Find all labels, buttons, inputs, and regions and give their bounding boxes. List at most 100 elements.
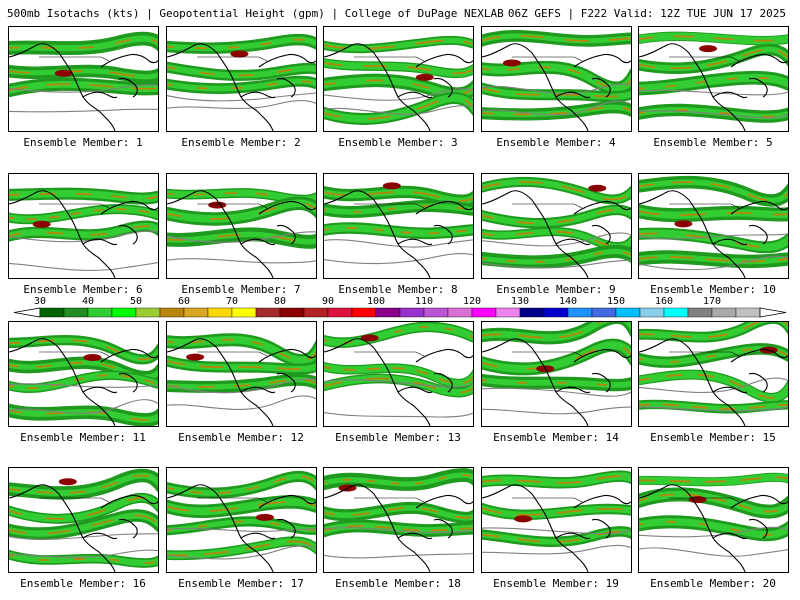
colorbar-tick: 110 xyxy=(414,296,434,307)
colorbar-tick: 80 xyxy=(273,296,287,307)
jet-core xyxy=(324,39,473,50)
colorbar-swatch xyxy=(183,307,209,318)
jet-band xyxy=(9,494,158,523)
colorbar-tick: 130 xyxy=(510,296,530,307)
ensemble-member-map xyxy=(8,26,159,132)
model-run-info: 06Z GEFS | F222 Valid: 12Z TUE JUN 17 20… xyxy=(507,7,786,20)
wind-max xyxy=(415,73,434,81)
jet-core xyxy=(324,190,473,202)
member-label: Ensemble Member: 15 xyxy=(650,431,776,444)
colorbar-swatch xyxy=(279,307,305,318)
colorbar-swatch xyxy=(735,307,761,318)
border-line xyxy=(669,203,740,209)
member-label: Ensemble Member: 4 xyxy=(496,136,616,149)
height-contour xyxy=(639,526,788,538)
jet-band xyxy=(482,228,631,250)
colorbar-tick: 140 xyxy=(558,296,578,307)
height-contour xyxy=(9,533,158,541)
jet-band xyxy=(482,504,631,519)
coastline xyxy=(639,484,788,572)
height-contour xyxy=(482,83,631,95)
jet-core xyxy=(324,525,473,532)
border-line xyxy=(354,351,425,357)
colorbar-swatch xyxy=(87,307,113,318)
border-line xyxy=(512,497,583,503)
ensemble-member-map xyxy=(166,467,317,573)
colorbar-swatch xyxy=(303,307,329,318)
border-line xyxy=(354,56,425,62)
jet-band xyxy=(639,518,788,539)
member-label: Ensemble Member: 10 xyxy=(650,283,776,296)
member-label: Ensemble Member: 18 xyxy=(335,577,461,590)
ensemble-member-map xyxy=(8,173,159,279)
height-contour xyxy=(167,231,316,243)
height-contour xyxy=(324,527,473,534)
colorbar-swatch xyxy=(135,307,161,318)
colorbar-swatch xyxy=(711,307,737,318)
jet-band xyxy=(9,472,158,496)
border-line xyxy=(197,203,268,209)
wind-max xyxy=(588,184,607,192)
isotach-map xyxy=(482,176,631,278)
coastline xyxy=(9,338,158,426)
colorbar-swatch xyxy=(423,307,449,318)
jet-core xyxy=(167,501,316,513)
jet-band xyxy=(9,80,158,95)
jet-core xyxy=(482,344,631,370)
jet-band xyxy=(639,32,788,45)
member-label: Ensemble Member: 3 xyxy=(338,136,458,149)
jet-core xyxy=(639,403,788,410)
jet-band xyxy=(167,473,316,496)
jet-core xyxy=(639,48,788,70)
height-contour xyxy=(639,255,788,271)
jet-band xyxy=(482,206,631,227)
jet-core xyxy=(167,475,316,494)
colorbar-swatch xyxy=(687,307,713,318)
jet-core xyxy=(9,37,158,50)
wind-max xyxy=(382,182,401,190)
ensemble-member-map xyxy=(481,26,632,132)
jet-core xyxy=(639,232,788,249)
wind-max xyxy=(255,513,274,521)
wind-max xyxy=(360,334,379,342)
jet-core xyxy=(639,322,788,339)
colorbar-tick: 160 xyxy=(654,296,674,307)
coastline xyxy=(639,43,788,131)
height-contour xyxy=(639,377,788,393)
colorbar-swatch xyxy=(63,307,89,318)
height-contour xyxy=(9,84,158,93)
isotach-map xyxy=(324,182,473,278)
jet-band xyxy=(482,472,631,487)
member-label: Ensemble Member: 5 xyxy=(653,136,773,149)
jet-band xyxy=(482,178,631,203)
jet-band xyxy=(9,407,158,423)
ensemble-member-map xyxy=(166,26,317,132)
colorbar-swatch xyxy=(39,307,65,318)
colorbar-swatch xyxy=(351,307,377,318)
jet-core xyxy=(324,377,473,394)
isotach-map xyxy=(639,31,788,131)
coastline xyxy=(167,338,316,426)
jet-core xyxy=(9,339,158,361)
jet-band xyxy=(639,73,788,93)
coastline xyxy=(9,43,158,131)
ensemble-member-map xyxy=(481,173,632,279)
coastline xyxy=(9,484,158,572)
member-label: Ensemble Member: 16 xyxy=(20,577,146,590)
jet-core xyxy=(167,378,316,388)
jet-core xyxy=(639,181,788,202)
height-contour xyxy=(324,253,473,264)
border-line xyxy=(354,203,425,209)
wind-max xyxy=(186,353,205,361)
member-label: Ensemble Member: 14 xyxy=(493,431,619,444)
jet-band xyxy=(167,199,316,223)
member-label: Ensemble Member: 7 xyxy=(181,283,301,296)
member-label: Ensemble Member: 8 xyxy=(338,283,458,296)
height-contour xyxy=(482,544,631,555)
coastline xyxy=(639,338,788,426)
height-contour xyxy=(9,549,158,558)
coastline xyxy=(167,190,316,278)
member-label: Ensemble Member: 20 xyxy=(650,577,776,590)
border-line xyxy=(39,497,110,503)
height-contour xyxy=(482,259,631,269)
